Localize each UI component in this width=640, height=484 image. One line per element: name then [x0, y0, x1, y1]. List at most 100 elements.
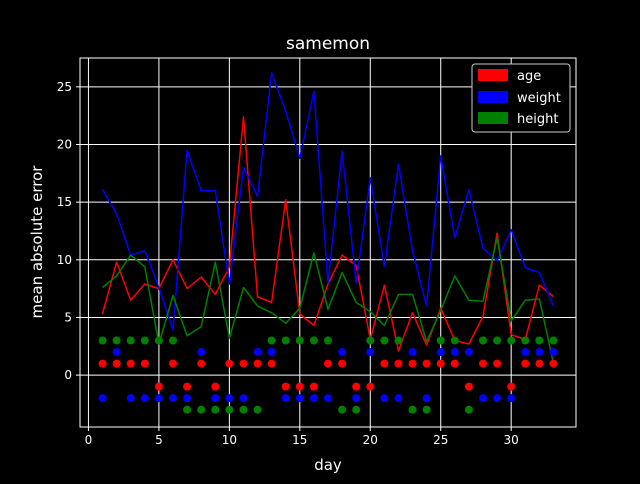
marker-height: [140, 336, 149, 345]
marker-height: [549, 336, 558, 345]
marker-weight: [112, 348, 121, 357]
series-markers: [98, 336, 558, 414]
marker-height: [535, 336, 544, 345]
marker-weight: [253, 348, 262, 357]
y-axis-label: mean absolute error: [28, 165, 46, 319]
legend-swatch-weight: [478, 91, 508, 103]
marker-age: [436, 359, 445, 368]
marker-age: [324, 359, 332, 368]
legend-label-weight: weight: [517, 91, 561, 106]
marker-weight: [295, 394, 304, 403]
marker-height: [197, 405, 206, 414]
marker-weight: [450, 348, 459, 357]
marker-age: [352, 382, 361, 391]
marker-weight: [507, 394, 516, 403]
marker-age: [521, 359, 530, 368]
marker-height: [211, 405, 220, 414]
marker-weight: [154, 394, 163, 403]
marker-weight: [493, 394, 502, 403]
marker-height: [225, 405, 234, 414]
marker-height: [98, 336, 107, 345]
marker-age: [253, 359, 262, 368]
legend-label-height: height: [517, 112, 558, 127]
marker-age: [380, 359, 389, 368]
marker-age: [479, 359, 487, 368]
marker-age: [126, 359, 135, 368]
x-tick-label: 10: [222, 433, 237, 447]
marker-weight: [267, 348, 276, 357]
marker-age: [450, 359, 459, 368]
marker-height: [324, 336, 332, 345]
marker-height: [408, 405, 417, 414]
marker-weight: [366, 348, 375, 357]
x-tick-label: 25: [433, 433, 448, 447]
marker-weight: [140, 394, 149, 403]
marker-age: [549, 359, 558, 368]
marker-age: [366, 382, 375, 391]
marker-height: [479, 336, 487, 345]
series-line-height: [102, 237, 555, 364]
marker-height: [239, 405, 248, 414]
marker-age: [408, 359, 417, 368]
marker-height: [112, 336, 121, 345]
marker-age: [309, 382, 318, 391]
marker-weight: [281, 394, 290, 403]
marker-age: [197, 359, 206, 368]
marker-weight: [394, 394, 403, 403]
legend-swatch-height: [478, 112, 508, 124]
marker-height: [295, 336, 304, 345]
marker-weight: [183, 394, 192, 403]
y-tick-label: 20: [57, 137, 72, 151]
marker-height: [126, 336, 135, 345]
marker-height: [436, 336, 445, 345]
x-tick-label: 30: [504, 433, 519, 447]
marker-age: [295, 382, 304, 391]
marker-height: [154, 336, 163, 345]
y-tick-label: 15: [57, 195, 72, 209]
marker-age: [183, 382, 192, 391]
legend-label-age: age: [517, 69, 541, 84]
marker-age: [239, 359, 248, 368]
marker-weight: [225, 394, 234, 403]
marker-age: [281, 382, 290, 391]
marker-height: [253, 405, 262, 414]
marker-age: [507, 382, 516, 391]
marker-weight: [211, 394, 220, 403]
marker-weight: [521, 348, 530, 357]
x-tick-label: 15: [292, 433, 307, 447]
axis-ticks: 0 5 10 15 20 25 30 0 5 10 15 20 25: [57, 80, 519, 447]
plot-frame: [79, 57, 577, 428]
marker-weight: [422, 394, 431, 403]
marker-height: [450, 336, 459, 345]
marker-height: [366, 336, 375, 345]
marker-age: [140, 359, 149, 368]
x-tick-label: 20: [363, 433, 378, 447]
y-tick-label: 25: [57, 80, 72, 94]
marker-height: [281, 336, 290, 345]
marker-weight: [535, 348, 544, 357]
marker-weight: [436, 348, 445, 357]
series-line-weight: [101, 72, 555, 331]
marker-weight: [309, 394, 318, 403]
y-tick-label: 5: [64, 310, 72, 324]
marker-age: [211, 382, 220, 391]
marker-height: [422, 405, 431, 414]
marker-height: [309, 336, 318, 345]
marker-height: [267, 336, 276, 345]
x-tick-label: 5: [155, 433, 163, 447]
marker-age: [422, 359, 431, 368]
marker-age: [394, 359, 403, 368]
marker-weight: [324, 394, 332, 403]
marker-weight: [479, 394, 487, 403]
marker-weight: [352, 394, 361, 403]
marker-age: [338, 359, 347, 368]
marker-height: [338, 405, 347, 414]
marker-weight: [464, 348, 473, 357]
marker-age: [493, 359, 502, 368]
marker-age: [535, 359, 544, 368]
marker-height: [183, 405, 192, 414]
marker-height: [169, 336, 177, 345]
y-tick-label: 10: [57, 253, 72, 267]
